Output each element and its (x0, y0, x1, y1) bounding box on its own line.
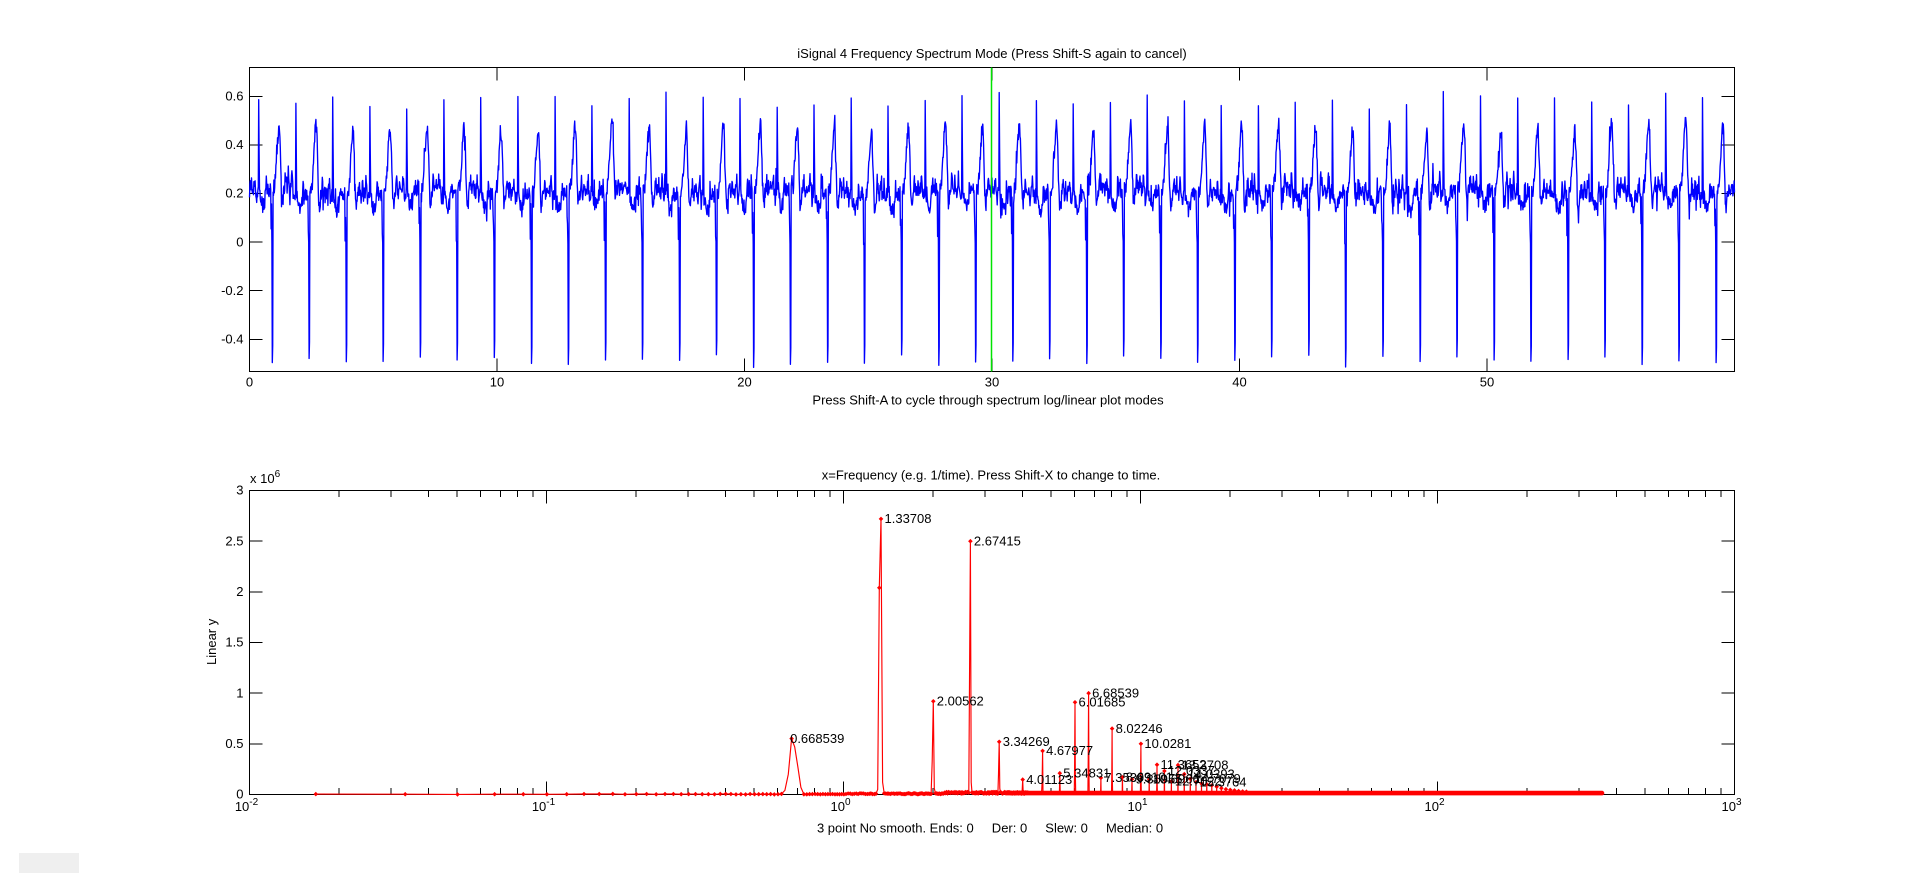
svg-text:12.0337: 12.0337 (1168, 763, 1215, 778)
svg-text:30: 30 (985, 375, 999, 390)
svg-text:8.69101: 8.69101 (1126, 770, 1173, 785)
svg-text:0.4: 0.4 (225, 137, 243, 152)
svg-text:10.0281: 10.0281 (1144, 736, 1191, 751)
svg-text:3.34269: 3.34269 (1003, 734, 1050, 749)
svg-text:1.33708: 1.33708 (885, 511, 932, 526)
svg-text:40: 40 (1232, 375, 1246, 390)
svg-text:0.6: 0.6 (225, 89, 243, 104)
svg-text:6.01685: 6.01685 (1079, 695, 1126, 710)
svg-text:7.35393: 7.35393 (1104, 770, 1151, 785)
svg-text:x 106: x 106 (250, 469, 281, 486)
svg-text:3 point No smooth. Ends: 0: 3 point No smooth. Ends: 0 Der: 0 Slew: … (817, 821, 1163, 836)
svg-text:1.5: 1.5 (225, 635, 243, 650)
svg-text:14.0393: 14.0393 (1188, 766, 1235, 781)
svg-text:1: 1 (236, 685, 243, 700)
svg-text:2: 2 (236, 584, 243, 599)
svg-text:0: 0 (236, 787, 243, 802)
svg-text:15.3764: 15.3764 (1200, 775, 1247, 790)
svg-text:x=Frequency (e.g. 1/time). Pre: x=Frequency (e.g. 1/time). Press Shift-X… (822, 468, 1161, 483)
svg-text:0: 0 (236, 234, 243, 249)
svg-text:12.7022: 12.7022 (1175, 774, 1222, 789)
svg-text:0: 0 (246, 375, 253, 390)
svg-text:Press Shift-A to cycle through: Press Shift-A to cycle through spectrum … (812, 393, 1164, 408)
svg-text:9.35955: 9.35955 (1136, 772, 1183, 787)
svg-text:3: 3 (236, 483, 243, 498)
svg-text:6.68539: 6.68539 (1092, 685, 1139, 700)
svg-text:iSignal 4 Frequency Spectrum M: iSignal 4 Frequency Spectrum Mode (Press… (797, 46, 1186, 61)
svg-text:10.6966: 10.6966 (1153, 772, 1200, 787)
svg-text:0.2: 0.2 (225, 186, 243, 201)
svg-text:11.3652: 11.3652 (1161, 757, 1207, 772)
svg-text:2.5: 2.5 (225, 533, 243, 548)
svg-text:-0.4: -0.4 (221, 332, 243, 347)
svg-text:10: 10 (490, 375, 504, 390)
svg-text:14.7079: 14.7079 (1194, 771, 1241, 786)
svg-text:13.3708: 13.3708 (1182, 757, 1229, 772)
svg-text:5.34831: 5.34831 (1063, 765, 1110, 780)
svg-text:50: 50 (1480, 375, 1494, 390)
svg-text:-0.2: -0.2 (221, 283, 243, 298)
svg-text:2.00562: 2.00562 (937, 694, 984, 709)
svg-text:Linear y: Linear y (204, 618, 219, 665)
svg-text:0.668539: 0.668539 (790, 731, 844, 746)
svg-text:20: 20 (737, 375, 751, 390)
svg-text:8.02246: 8.02246 (1116, 721, 1163, 736)
svg-text:4.01123: 4.01123 (1026, 772, 1072, 787)
svg-text:4.67977: 4.67977 (1046, 743, 1093, 758)
svg-text:0.5: 0.5 (225, 736, 243, 751)
svg-text:2.67415: 2.67415 (974, 533, 1021, 548)
